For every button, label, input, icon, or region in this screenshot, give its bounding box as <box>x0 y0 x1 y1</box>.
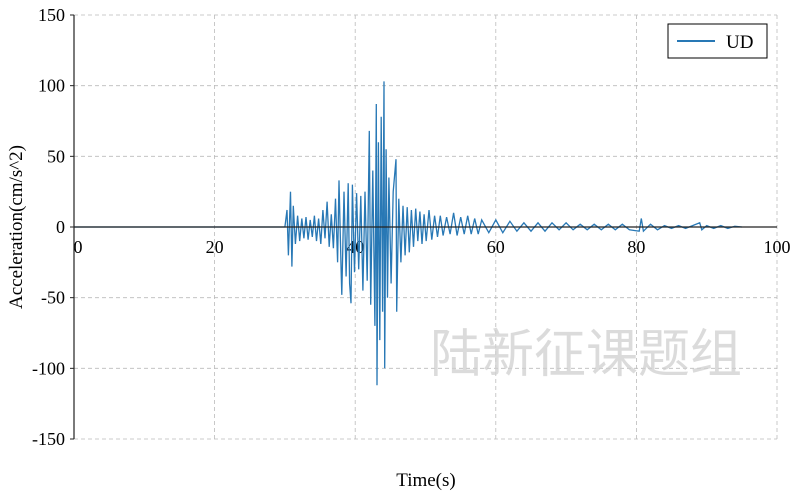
y-axis-label: Acceleration(cm/s^2) <box>6 145 27 309</box>
y-tick-label: -100 <box>32 358 65 378</box>
x-tick-label: 80 <box>627 237 645 257</box>
x-tick-label: 60 <box>487 237 505 257</box>
legend: UD <box>667 23 768 59</box>
series-line-ud <box>74 81 742 386</box>
y-tick-label: 150 <box>38 5 65 25</box>
x-tick-label: 0 <box>74 237 83 257</box>
y-tick-label: -50 <box>41 288 65 308</box>
y-tick-label: 100 <box>38 76 65 96</box>
x-ticks: 0 20 40 60 80 100 <box>74 237 791 257</box>
legend-label-ud: UD <box>726 32 753 53</box>
x-tick-label: 20 <box>206 237 224 257</box>
y-tick-label: -150 <box>32 429 65 449</box>
y-ticks: -150 -100 -50 0 50 100 150 <box>32 5 74 449</box>
y-tick-label: 0 <box>56 217 65 237</box>
x-tick-label: 100 <box>764 237 791 257</box>
watermark: 陆新征课题组 <box>430 325 742 385</box>
y-tick-label: 50 <box>47 146 65 166</box>
x-axis-label: Time(s) <box>396 470 455 491</box>
